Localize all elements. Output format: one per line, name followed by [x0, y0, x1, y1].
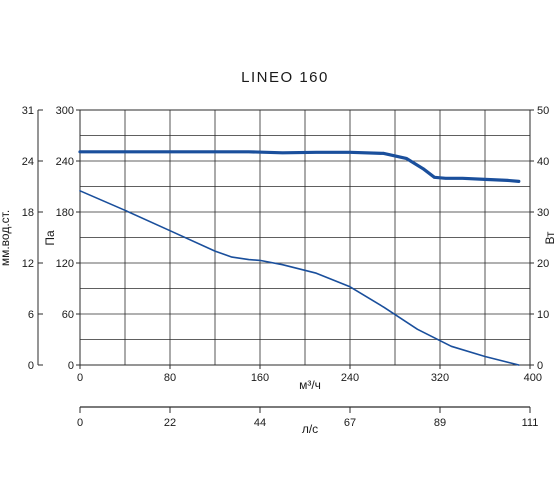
y-power-tick-label: 40 — [537, 156, 549, 168]
y-pressure-axis-label: Па — [43, 230, 57, 246]
y-water-column-tick-label: 0 — [28, 360, 34, 372]
x-primary-tick-label: 80 — [164, 372, 176, 384]
y-power-tick-label: 20 — [537, 258, 549, 270]
x-secondary-tick-label: 67 — [344, 417, 356, 429]
y-pressure-tick-label: 60 — [62, 309, 74, 321]
y-pressure-tick-label: 240 — [56, 156, 74, 168]
x-primary-tick-label: 240 — [341, 372, 359, 384]
x-primary-tick-label: 320 — [431, 372, 449, 384]
y-water-column-axis-label: мм.вод.ст. — [0, 210, 12, 266]
y-power-tick-label: 30 — [537, 207, 549, 219]
plot-frame — [79, 109, 531, 366]
y-pressure-tick-label: 300 — [56, 105, 74, 117]
y-pressure-tick-label: 0 — [68, 360, 74, 372]
x-secondary-axis-label: л/с — [302, 422, 318, 436]
x-secondary-tick-label: 89 — [434, 417, 446, 429]
y-pressure-tick-label: 180 — [56, 207, 74, 219]
y-water-column-tick-label: 18 — [22, 207, 34, 219]
curves — [78, 150, 521, 366]
x-primary-axis-label: м³/ч — [299, 378, 321, 392]
x-primary-tick-label: 400 — [524, 372, 542, 384]
x-primary-tick-label: 0 — [77, 372, 83, 384]
y-power-tick-label: 50 — [537, 105, 549, 117]
x-secondary-tick-label: 0 — [77, 417, 83, 429]
y-water-column-tick-label: 31 — [22, 105, 34, 117]
y-power-tick-label: 10 — [537, 309, 549, 321]
chart-title: LINEO 160 — [241, 69, 329, 86]
pressure-curve — [79, 190, 520, 366]
y-water-column-tick-label: 24 — [22, 156, 34, 168]
x-secondary-tick-label: 111 — [522, 417, 539, 429]
y-pressure-tick-label: 120 — [56, 258, 74, 270]
x-secondary-tick-label: 22 — [164, 417, 176, 429]
y-water-column-tick-label: 6 — [28, 309, 34, 321]
y-water-column-tick-label: 12 — [22, 258, 34, 270]
power-curve — [78, 150, 521, 183]
axes: 0 60 120 180 240 300 0 6 12 18 24 31 0 10 20 30 40 50 0 80 1… — [22, 105, 550, 429]
y-power-tick-label: 0 — [537, 360, 543, 372]
y-power-axis-label: Вт — [543, 231, 557, 245]
grid — [79, 109, 531, 366]
x-primary-tick-label: 160 — [251, 372, 269, 384]
x-secondary-tick-label: 44 — [254, 417, 266, 429]
